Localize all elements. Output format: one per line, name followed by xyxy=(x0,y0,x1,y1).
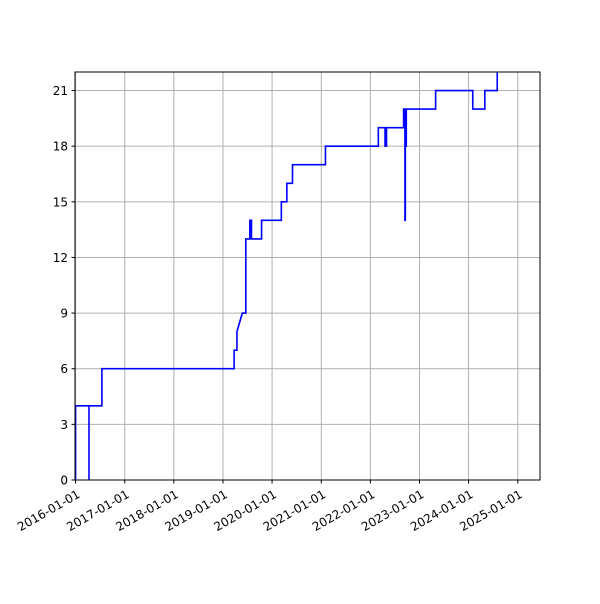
y-tick-label: 3 xyxy=(60,418,68,432)
y-tick-label: 15 xyxy=(53,195,68,209)
y-tick-label: 9 xyxy=(60,307,68,321)
series-line xyxy=(75,72,499,480)
y-tick-label: 12 xyxy=(53,251,68,265)
y-axis-ticks: 0 3 6 9 12 15 18 21 xyxy=(53,84,75,488)
y-tick-label: 0 xyxy=(60,474,68,488)
y-tick-label: 21 xyxy=(53,84,68,98)
series-layer xyxy=(75,72,499,480)
y-tick-label: 18 xyxy=(53,140,68,154)
y-tick-label: 6 xyxy=(60,362,68,376)
plot-frame xyxy=(74,71,541,481)
